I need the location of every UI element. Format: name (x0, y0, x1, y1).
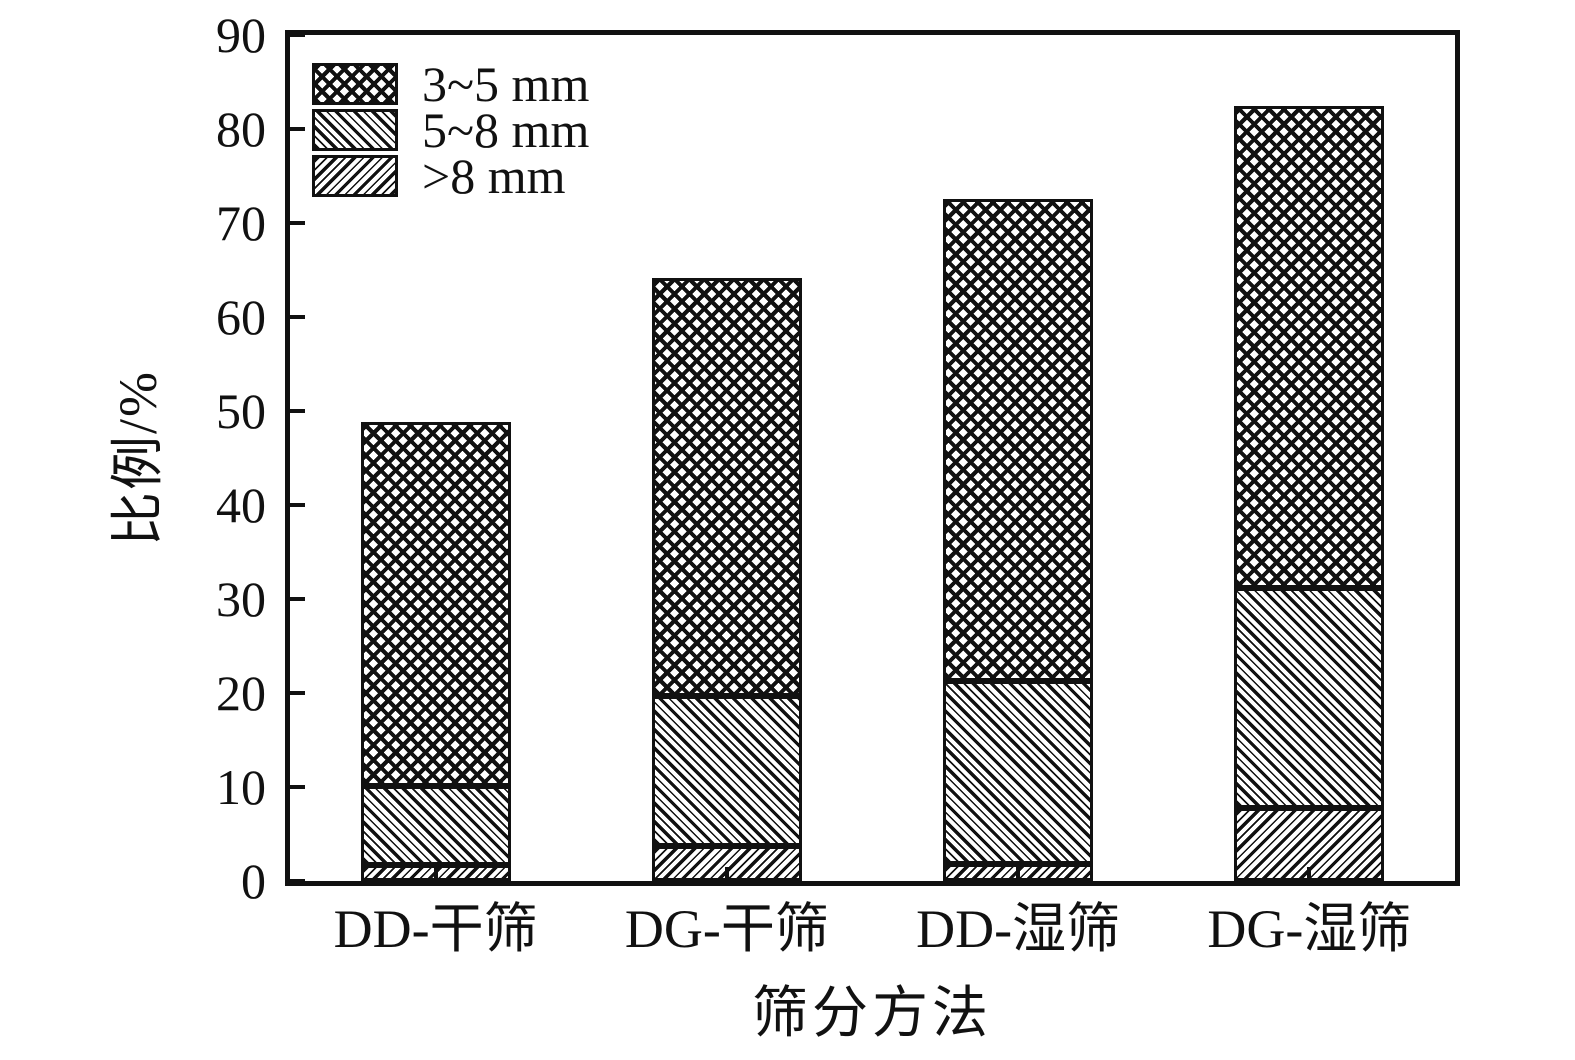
axis-ticks-layer (290, 33, 1455, 883)
bar-segment-58mmmm (1234, 587, 1385, 808)
y-tick-label: 60 (216, 289, 266, 345)
x-category-label: DG-干筛 (624, 899, 829, 959)
y-tick-label: 10 (216, 759, 266, 815)
bar-segment-58mmmm (360, 786, 511, 866)
y-axis-tick (290, 503, 305, 507)
y-axis-tick (290, 127, 305, 131)
y-tick-label: 20 (216, 665, 266, 721)
y-axis-tick (290, 33, 305, 37)
legend-swatch-diagonal-backslash (312, 109, 398, 151)
bar-segment-35mmmm (360, 422, 511, 787)
bar-segment-58mmmm (943, 680, 1094, 865)
legend-swatch-diagonal-slash (312, 155, 398, 197)
y-tick-label: 0 (241, 853, 266, 909)
x-axis-title: 筛分方法 (752, 983, 992, 1045)
x-category-label: DD-湿筛 (916, 899, 1121, 959)
y-axis-tick (290, 315, 305, 319)
y-axis-tick (290, 691, 305, 695)
legend-item: 5~8 mm (312, 102, 590, 158)
bar-segment-58mmmm (651, 695, 802, 847)
plot-area: 3~5 mm 5~8 mm >8 mm (285, 30, 1460, 886)
y-axis-tick (290, 879, 305, 883)
bars-layer (290, 35, 1455, 881)
x-axis-tick (433, 867, 438, 881)
y-tick-label: 90 (216, 7, 266, 63)
x-axis-tick (724, 867, 729, 881)
legend: 3~5 mm 5~8 mm >8 mm (312, 56, 590, 204)
legend-label: >8 mm (422, 148, 566, 204)
bar-segment-35mmmm (1234, 105, 1385, 588)
legend-label: 3~5 mm (422, 56, 590, 112)
y-tick-label: 50 (216, 383, 266, 439)
x-category-label: DG-湿筛 (1207, 899, 1412, 959)
y-axis-tick (290, 221, 305, 225)
legend-swatch-crosshatch (312, 63, 398, 105)
y-tick-label: 40 (216, 477, 266, 533)
y-tick-label: 80 (216, 101, 266, 157)
legend-item: 3~5 mm (312, 56, 590, 112)
y-axis-tick (290, 785, 305, 789)
y-tick-label: 30 (216, 571, 266, 627)
legend-item: >8 mm (312, 148, 589, 204)
x-category-label: DD-干筛 (333, 899, 538, 959)
legend-label: 5~8 mm (422, 102, 590, 158)
bar-segment-35mmmm (651, 277, 802, 696)
x-axis-tick (1307, 867, 1312, 881)
y-tick-label: 70 (216, 195, 266, 251)
y-axis-tick (290, 597, 305, 601)
y-axis-tick (290, 409, 305, 413)
bar-segment-35mmmm (943, 198, 1094, 681)
x-axis-tick (1016, 867, 1021, 881)
